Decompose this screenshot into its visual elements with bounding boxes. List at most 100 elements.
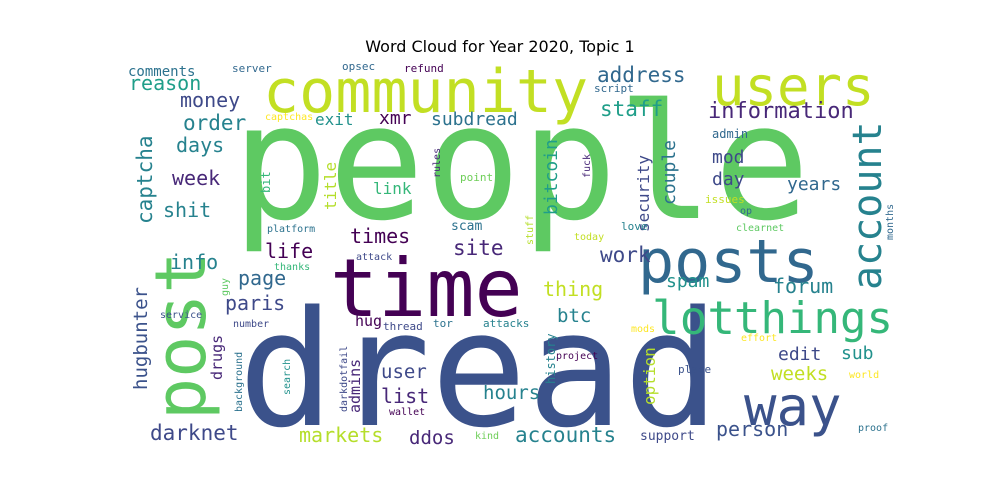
word-community: community [263,57,588,127]
word-admin: admin [712,127,748,141]
word-months: months [885,204,896,240]
word-option: option [640,347,659,405]
word-stuff: stuff [525,215,536,245]
word-info: info [170,250,218,274]
word-today: today [574,232,604,243]
word-staff: staff [600,97,663,121]
word-xmr: xmr [379,108,412,129]
word-btc: btc [557,305,591,327]
word-service: service [160,310,202,321]
word-posts: posts [638,227,819,297]
word-spam: spam [666,271,709,292]
word-love: love [621,220,648,233]
word-security: security [634,155,653,232]
word-shit: shit [163,198,211,222]
word-kind: kind [475,431,499,442]
word-effort: effort [741,333,777,344]
word-times: times [350,224,410,248]
word-post: post [140,251,222,420]
word-script: script [594,82,634,95]
word-admins: admins [346,359,364,413]
word-bitcoin: bitcoin [541,139,562,215]
word-week: week [172,166,220,190]
word-list: list [381,384,429,408]
word-place: place [678,363,711,376]
word-information: information [708,99,854,124]
word-scam: scam [451,219,482,234]
word-way: way [744,375,842,438]
word-users: users [712,55,875,118]
word-weeks: weeks [771,363,828,385]
word-reason: reason [129,71,201,95]
word-person: person [716,417,788,441]
word-proof: proof [858,423,888,434]
word-hugbunter: hugbunter [130,287,152,390]
word-accounts: accounts [515,423,616,447]
word-comments: comments [128,64,195,80]
word-mods: mods [631,324,655,335]
word-link: link [373,179,412,198]
word-subdread: subdread [431,109,518,130]
word-time: time [330,242,523,335]
word-paris: paris [225,291,285,315]
word-opsec: opsec [342,60,375,73]
word-work: work [600,243,651,267]
word-hug: hug [355,312,382,330]
word-op: op [740,206,752,217]
word-attacks: attacks [483,317,529,330]
word-mod: mod [712,147,745,168]
word-day: day [712,169,745,190]
word-thanks: thanks [274,262,310,273]
word-years: years [787,174,841,195]
word-money: money [180,88,240,112]
word-point: point [460,171,493,184]
word-search: search [282,359,293,395]
word-server: server [232,62,272,75]
word-drugs: drugs [208,335,226,380]
word-title: title [321,162,340,210]
word-lot: lot [652,291,735,345]
word-page: page [238,266,286,290]
chart-title: Word Cloud for Year 2020, Topic 1 [365,37,635,56]
word-edit: edit [778,344,821,365]
word-project: project [556,351,598,362]
word-history: history [544,333,558,384]
word-days: days [176,133,224,157]
word-world: world [849,370,879,381]
word-order: order [183,111,246,135]
word-exit: exit [315,110,354,129]
word-address: address [597,63,686,87]
word-wallet: wallet [389,407,425,418]
word-captcha: captcha [133,135,157,224]
word-user: user [381,361,427,383]
word-clearnet: clearnet [736,223,784,234]
word-platform: platform [267,224,315,235]
word-sub: sub [841,343,874,364]
word-darkdotfail: darkdotfail [339,346,350,412]
word-site: site [453,236,504,260]
word-refund: refund [404,62,444,75]
word-account: account [845,121,891,290]
word-things: things [734,293,893,344]
word-rules: rules [432,148,443,178]
word-number: number [233,319,269,330]
word-couple: couple [659,140,680,205]
word-people: people [232,69,810,256]
word-thing: thing [543,277,603,301]
word-thread: thread [383,320,423,333]
word-ddos: ddos [409,427,455,449]
word-bit: bit [259,171,273,193]
word-issues: issues [705,193,745,206]
word-captchas: captchas [265,112,313,123]
word-tor: tor [433,317,453,330]
word-forum: forum [773,274,833,298]
word-life: life [265,239,313,263]
word-darknet: darknet [150,421,239,445]
word-attack: attack [356,252,392,263]
word-guy: guy [220,278,231,296]
word-dread: dread [238,276,720,463]
word-fuck: fuck [582,154,593,178]
word-support: support [640,429,695,444]
